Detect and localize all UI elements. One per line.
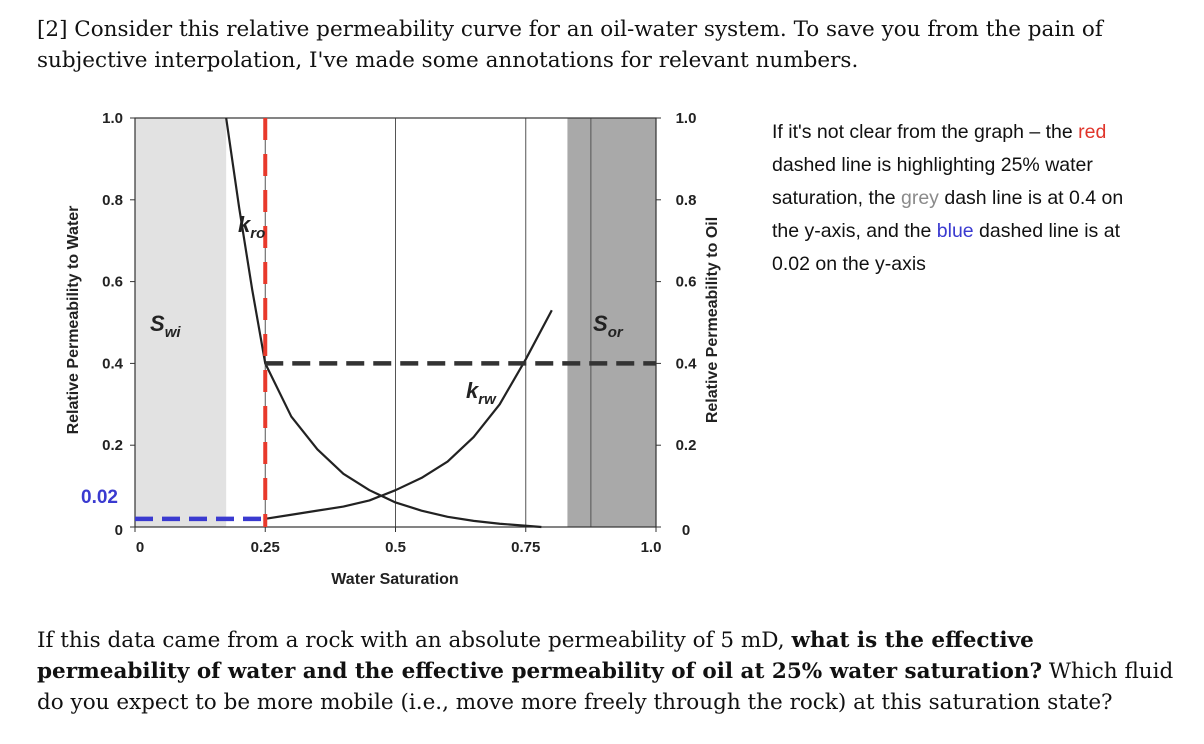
y-tick-label-left: 0.8 bbox=[102, 192, 123, 209]
side-note-part4: dashed line is at 0.02 on the y-axis bbox=[772, 220, 1120, 275]
y-tick-label-right: 1.0 bbox=[676, 110, 697, 127]
side-note: If it's not clear from the graph – the r… bbox=[772, 116, 1152, 281]
side-note-part2: dashed line is highlighting 25% water sa… bbox=[772, 154, 1093, 209]
y-tick-label-left: 0.2 bbox=[102, 437, 123, 454]
region-swi bbox=[135, 118, 227, 527]
krw-label: krw bbox=[466, 378, 497, 408]
series-line-kro bbox=[225, 117, 542, 529]
y-tick-label-right: 0.4 bbox=[676, 355, 698, 372]
side-note-part3: dash line is at 0.4 on the y-axis, and t… bbox=[772, 187, 1124, 242]
x-tick-label: 0.75 bbox=[511, 539, 540, 556]
side-note-red-word: red bbox=[1078, 121, 1107, 143]
y-tick-label-left: 0 bbox=[115, 522, 123, 539]
y-tick-label-right: 0.6 bbox=[676, 274, 697, 291]
y-tick-label-right: 0.8 bbox=[676, 192, 697, 209]
sor-label-sub: or bbox=[608, 324, 624, 341]
y-tick-label-left: 0.4 bbox=[102, 355, 124, 372]
y-tick-label-left: 1.0 bbox=[102, 110, 123, 127]
x-tick-label: 1.0 bbox=[641, 539, 662, 556]
side-note-part1: If it's not clear from the graph – the bbox=[772, 121, 1079, 143]
y-axis-title-right: Relative Permeability to Oil bbox=[704, 217, 721, 423]
sor-label: Sor bbox=[593, 311, 624, 341]
kro-label-main: k bbox=[238, 212, 252, 237]
x-tick-label: 0.25 bbox=[251, 539, 280, 556]
y-tick-label-right: 0.2 bbox=[676, 437, 697, 454]
question-main-prefix: If this data came from a rock with an ab… bbox=[37, 628, 792, 653]
kro-label: kro bbox=[238, 212, 265, 242]
kro-label-sub: ro bbox=[250, 225, 265, 242]
x-tick-label: 0 bbox=[136, 539, 144, 556]
question-main-suffix: Which fluid do you expect to be more mob… bbox=[37, 659, 1174, 715]
y-axis-title-left: Relative Permeability to Water bbox=[65, 206, 82, 435]
swi-label-sub: wi bbox=[165, 324, 182, 341]
region-sor bbox=[567, 118, 656, 527]
question-main: If this data came from a rock with an ab… bbox=[37, 625, 1177, 718]
side-note-blue-word: blue bbox=[936, 220, 974, 242]
annotation-tick-label: 0.02 bbox=[81, 487, 118, 508]
y-tick-label-right: 0 bbox=[682, 522, 690, 539]
krw-label-main: k bbox=[466, 378, 480, 403]
sor-label-main: S bbox=[593, 311, 608, 336]
swi-label-main: S bbox=[150, 311, 165, 336]
x-axis-title: Water Saturation bbox=[331, 571, 458, 588]
question-intro: [2] Consider this relative permeability … bbox=[37, 17, 1103, 73]
swi-label: Swi bbox=[150, 311, 181, 341]
question-main-bold: what is the effective permeability of wa… bbox=[37, 628, 1043, 684]
krw-label-sub: rw bbox=[478, 391, 497, 408]
series-line-krw bbox=[265, 309, 553, 520]
y-tick-label-left: 0.6 bbox=[102, 274, 123, 291]
side-note-grey-word: grey bbox=[901, 187, 939, 209]
x-tick-label: 0.5 bbox=[385, 539, 406, 556]
